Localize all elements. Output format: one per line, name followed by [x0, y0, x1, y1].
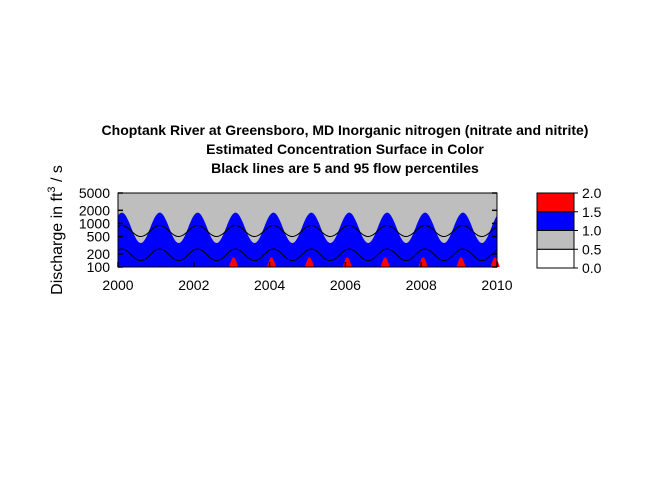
concentration-band-1.5-2.0	[304, 257, 314, 267]
x-tick-label: 2006	[330, 277, 361, 293]
y-axis-label-suffix: / s	[49, 165, 66, 186]
concentration-band-1.5-2.0	[456, 257, 466, 267]
x-tick-label: 2008	[406, 277, 437, 293]
plot-frame	[117, 192, 498, 268]
y-tick-label: 5000	[79, 185, 110, 201]
legend-label: 1.5	[582, 204, 602, 220]
y-tick-label: 100	[87, 259, 111, 275]
color-legend: 0.0 0.5 1.0 1.5 2.0	[536, 185, 602, 276]
concentration-band-1.5-2.0	[229, 257, 239, 267]
y-tick-label: 2000	[79, 202, 110, 218]
legend-label: 0.0	[582, 260, 602, 276]
y-tick-label: 1000	[79, 215, 110, 231]
legend-label: 0.5	[582, 241, 602, 257]
y-tick-label: 500	[87, 229, 111, 245]
y-axis-label-superscript: 3	[46, 186, 58, 192]
legend-label: 1.0	[582, 223, 602, 239]
x-tick-label: 2010	[481, 277, 512, 293]
x-tick-label: 2004	[254, 277, 285, 293]
legend-label: 2.0	[582, 185, 602, 201]
flow-percentile-line-95	[117, 225, 498, 237]
legend-swatch	[536, 248, 575, 269]
chart-title-line-2: Estimated Concentration Surface in Color	[206, 141, 484, 157]
x-tick-label: 2002	[178, 277, 209, 293]
chart-title-line-3: Black lines are 5 and 95 flow percentile…	[211, 160, 479, 176]
concentration-band-1.0-1.5	[118, 212, 497, 267]
y-axis-label: Discharge in ft3 / s	[46, 165, 66, 295]
legend-swatch	[536, 192, 575, 213]
y-tick-label: 200	[87, 246, 111, 262]
x-tick-label: 2000	[102, 277, 133, 293]
concentration-band-1.5-2.0	[380, 257, 390, 267]
legend-swatch	[536, 211, 575, 231]
legend-swatch	[536, 230, 575, 250]
y-axis-label-main: Discharge in ft	[49, 192, 66, 295]
plot-area	[117, 193, 500, 267]
chart-title-line-1: Choptank River at Greensboro, MD Inorgan…	[102, 122, 589, 138]
flow-percentile-line-5	[117, 248, 498, 262]
axes: 2000 2002 2004 2006 2008 20101002005001000200…	[79, 185, 513, 293]
